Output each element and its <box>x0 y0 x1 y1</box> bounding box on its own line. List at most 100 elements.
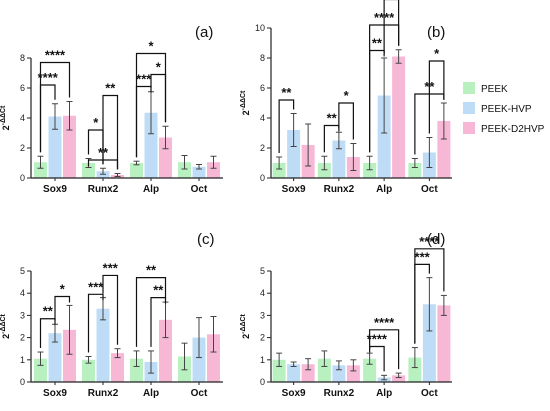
bar <box>363 163 377 178</box>
bar <box>34 162 47 178</box>
y-tick-label: 4 <box>20 288 25 298</box>
significance-bracket <box>278 99 295 153</box>
significance-bracket <box>135 277 167 347</box>
significance-label: * <box>148 39 154 54</box>
significance-label: ** <box>146 263 157 278</box>
bar <box>130 163 143 178</box>
y-tick-label: 0 <box>20 377 25 387</box>
significance-label: **** <box>374 315 395 330</box>
bar <box>178 162 191 178</box>
y-tick-label: 6 <box>20 83 25 93</box>
bar <box>437 305 451 382</box>
category-label: Runx2 <box>324 184 355 195</box>
significance-bracket <box>150 73 167 123</box>
y-axis-label: 2-ΔΔCt <box>0 105 11 130</box>
significance-label: *** <box>415 249 431 264</box>
y-tick-label: 4 <box>260 113 265 123</box>
panel-label: (a) <box>195 24 213 41</box>
significance-bracket <box>414 248 445 344</box>
significance-bracket <box>39 61 71 153</box>
category-label: Sox9 <box>43 388 67 399</box>
significance-bracket <box>369 345 385 372</box>
bar <box>192 166 206 178</box>
bar <box>207 334 220 382</box>
y-tick-label: 2 <box>260 143 265 153</box>
bar <box>96 308 110 382</box>
y-tick-label: 8 <box>260 53 265 63</box>
y-tick-label: 1 <box>20 355 25 365</box>
y-axis-label: 2-ΔΔCt <box>0 313 11 338</box>
legend-swatch <box>463 102 475 114</box>
category-label: Alp <box>143 388 159 399</box>
significance-label: ** <box>281 85 292 100</box>
y-axis-label: 2-ΔΔCt <box>240 90 251 115</box>
significance-label: * <box>156 60 162 75</box>
significance-bracket <box>39 318 56 349</box>
significance-label: **** <box>45 48 66 63</box>
significance-label: **** <box>367 331 388 346</box>
panel-label: (d) <box>427 231 445 248</box>
category-label: Runx2 <box>324 388 355 399</box>
significance-label: ** <box>153 283 164 298</box>
significance-label: ** <box>105 81 116 96</box>
significance-label: **** <box>419 234 440 249</box>
significance-bracket <box>102 94 119 170</box>
bar <box>63 115 76 178</box>
bar <box>48 333 62 382</box>
category-label: Alp <box>143 184 159 195</box>
significance-label: *** <box>88 279 104 294</box>
bar <box>301 364 315 382</box>
significance-label: ** <box>372 36 383 51</box>
bar <box>82 163 95 178</box>
bar <box>82 359 95 382</box>
significance-label: ** <box>327 111 338 126</box>
category-label: Sox9 <box>43 184 67 195</box>
legend-entry: PEEK-D2HVP <box>481 124 545 135</box>
legend-swatch <box>463 122 475 134</box>
significance-label: *** <box>136 72 152 87</box>
category-label: Runx2 <box>88 184 119 195</box>
y-tick-label: 8 <box>20 53 25 63</box>
bar <box>159 319 172 382</box>
bar <box>363 358 377 382</box>
bar <box>48 116 62 178</box>
significance-label: ** <box>43 304 54 319</box>
significance-label: *** <box>103 260 119 275</box>
bar <box>130 358 143 382</box>
significance-label: * <box>60 282 66 297</box>
bar <box>437 121 451 178</box>
y-tick-label: 6 <box>260 83 265 93</box>
significance-label: **** <box>38 70 59 85</box>
bar <box>272 359 286 382</box>
y-tick-label: 3 <box>20 310 25 320</box>
bar <box>207 162 220 178</box>
significance-bracket <box>87 293 104 353</box>
panel-label: (b) <box>427 24 445 41</box>
bar <box>332 140 346 178</box>
legend-swatch <box>463 82 475 94</box>
bar <box>34 358 47 382</box>
y-tick-label: 0 <box>260 173 265 183</box>
y-tick-label: 10 <box>255 23 265 33</box>
category-label: Oct <box>191 184 208 195</box>
bar <box>192 337 206 382</box>
category-label: Oct <box>421 388 438 399</box>
legend-entry: PEEK <box>481 84 508 95</box>
significance-bracket <box>383 0 400 54</box>
bar <box>287 364 301 382</box>
significance-bracket <box>323 124 340 153</box>
significance-bracket <box>150 297 167 347</box>
bar <box>408 357 422 382</box>
y-tick-label: 2 <box>260 333 265 343</box>
y-tick-label: 4 <box>260 288 265 298</box>
significance-bracket <box>338 102 354 140</box>
y-tick-label: 0 <box>20 173 25 183</box>
bar <box>422 304 436 382</box>
legend-entry: PEEK-HVP <box>481 104 532 115</box>
bar <box>377 95 391 178</box>
y-tick-label: 4 <box>20 113 25 123</box>
bar <box>272 163 286 178</box>
